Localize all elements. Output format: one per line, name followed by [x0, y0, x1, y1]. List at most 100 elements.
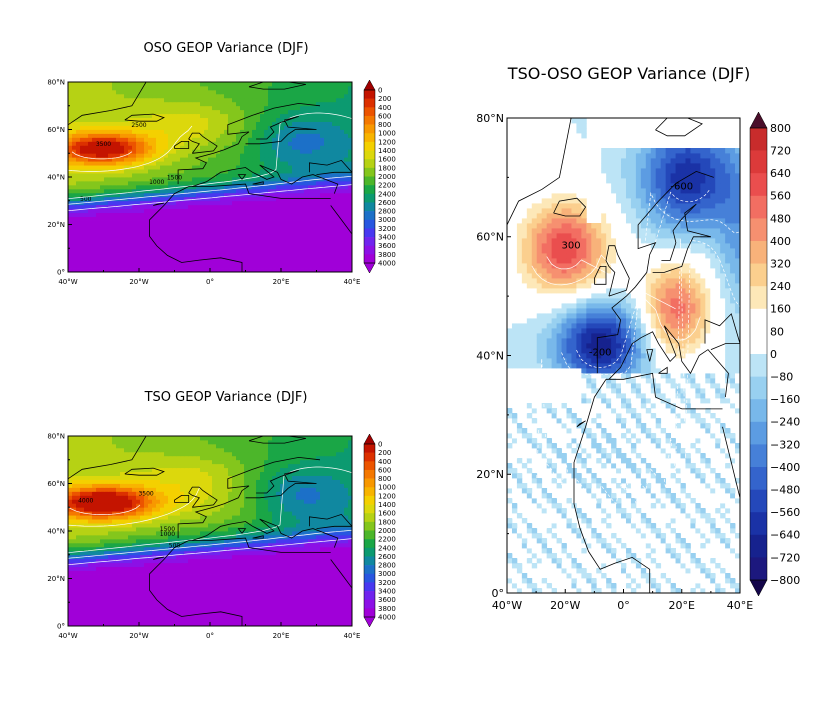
heatmap-cell: [160, 165, 165, 170]
heatmap-cell: [144, 101, 149, 107]
heatmap-cell: [344, 109, 349, 115]
heatmap-cell: [120, 244, 125, 249]
heatmap-cell: [140, 554, 145, 560]
heatmap-cell: [144, 602, 149, 607]
heatmap-cell: [336, 89, 341, 95]
heatmap-cell: [100, 188, 105, 194]
heatmap-cell: [308, 188, 313, 194]
heatmap-cell: [72, 562, 77, 568]
heatmap-cell: [168, 574, 173, 579]
heatmap-cell: [184, 153, 189, 158]
heatmap-cell: [288, 216, 293, 221]
heatmap-cell: [316, 252, 321, 257]
heatmap-cell: [208, 161, 213, 166]
heatmap-cell: [76, 252, 81, 257]
heatmap-cell: [336, 240, 341, 245]
heatmap-cell: [132, 157, 137, 162]
heatmap-cell: [312, 582, 317, 587]
heatmap-cell: [280, 618, 285, 623]
heatmap-cell: [304, 244, 309, 249]
heatmap-cell: [92, 598, 97, 603]
heatmap-cell: [272, 113, 277, 119]
heatmap-cell: [320, 554, 325, 560]
heatmap-cell: [140, 220, 145, 225]
heatmap-cell: [160, 610, 165, 615]
heatmap-cell: [180, 89, 185, 95]
heatmap-cell: [172, 606, 177, 611]
heatmap-cell: [344, 614, 349, 619]
heatmap-cell: [168, 169, 173, 174]
heatmap-cell: [84, 165, 89, 170]
heatmap-cell: [108, 125, 113, 130]
heatmap-cell: [232, 208, 237, 214]
heatmap-cell: [116, 248, 121, 253]
heatmap-cell: [276, 184, 281, 190]
heatmap-cell: [288, 200, 293, 206]
heatmap-cell: [116, 594, 121, 599]
heatmap-cell: [248, 109, 253, 115]
heatmap-cell: [196, 109, 201, 115]
heatmap-cell: [332, 188, 337, 194]
heatmap-cell: [68, 546, 73, 552]
heatmap-cell: [204, 117, 209, 122]
heatmap-cell: [248, 125, 253, 130]
heatmap-cell: [68, 93, 73, 99]
heatmap-cell: [188, 566, 193, 571]
heatmap-cell: [244, 264, 249, 269]
heatmap-cell: [252, 602, 257, 607]
heatmap-cell: [296, 252, 301, 257]
heatmap-cell: [224, 558, 229, 564]
heatmap-cell: [172, 204, 177, 210]
heatmap-cell: [184, 121, 189, 126]
heatmap-cell: [204, 137, 209, 142]
heatmap-cell: [264, 256, 269, 261]
heatmap-cell: [312, 113, 317, 119]
colorbar-label: 2400: [378, 190, 396, 198]
heatmap-cell: [304, 200, 309, 206]
heatmap-cell: [76, 117, 81, 122]
heatmap-cell: [160, 177, 165, 182]
heatmap-cell: [148, 129, 153, 134]
heatmap-cell: [92, 141, 97, 146]
heatmap-cell: [188, 264, 193, 269]
heatmap-cell: [288, 129, 293, 134]
heatmap-cell: [180, 165, 185, 170]
heatmap-cell: [276, 586, 281, 591]
heatmap-cell: [244, 93, 249, 99]
heatmap-cell: [108, 542, 113, 548]
heatmap-cell: [252, 622, 257, 626]
heatmap-cell: [216, 606, 221, 611]
heatmap-cell: [200, 240, 205, 245]
heatmap-cell: [220, 268, 225, 272]
heatmap-cell: [304, 161, 309, 166]
heatmap-cell: [88, 141, 93, 146]
heatmap-cell: [228, 129, 233, 134]
heatmap-cell: [264, 570, 269, 575]
heatmap-cell: [276, 232, 281, 237]
heatmap-cell: [192, 570, 197, 575]
heatmap-cell: [332, 184, 337, 190]
heatmap-cell: [252, 173, 257, 178]
heatmap-cell: [120, 216, 125, 221]
heatmap-cell: [112, 542, 117, 548]
heatmap-cell: [104, 161, 109, 166]
heatmap-cell: [280, 554, 285, 560]
heatmap-cell: [172, 157, 177, 162]
heatmap-cell: [84, 236, 89, 241]
heatmap-cell: [228, 578, 233, 583]
heatmap-cell: [344, 256, 349, 261]
heatmap-cell: [108, 566, 113, 571]
heatmap-cell: [136, 586, 141, 591]
heatmap-cell: [96, 594, 101, 599]
heatmap-cell: [136, 145, 141, 150]
heatmap-cell: [160, 240, 165, 245]
heatmap-cell: [228, 610, 233, 615]
heatmap-cell: [140, 562, 145, 568]
y-tick-label: 40°N: [47, 173, 65, 181]
heatmap-cell: [188, 220, 193, 225]
heatmap-cell: [120, 570, 125, 575]
heatmap-cell: [116, 614, 121, 619]
heatmap-cell: [136, 574, 141, 579]
heatmap-cell: [168, 212, 173, 217]
heatmap-cell: [176, 153, 181, 158]
